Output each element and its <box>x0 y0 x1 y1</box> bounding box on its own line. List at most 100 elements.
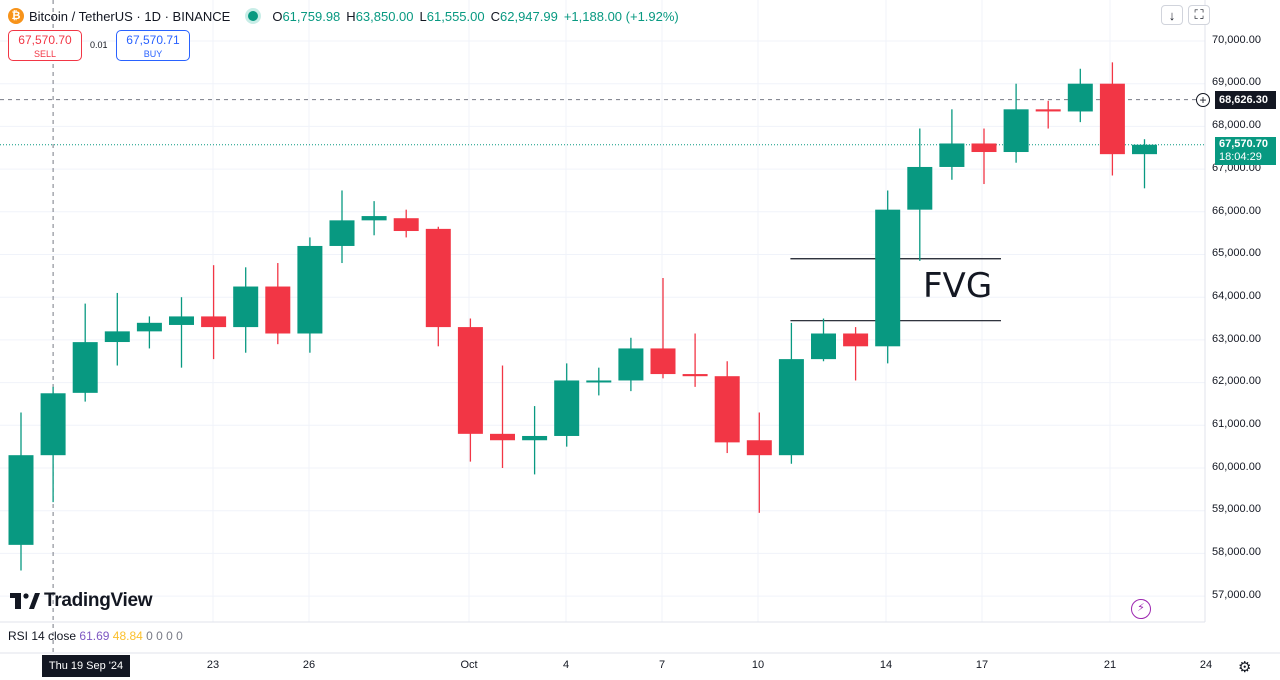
candle-body <box>746 440 772 456</box>
candle <box>811 318 836 362</box>
candle-body <box>971 143 997 153</box>
tradingview-logo-text: TradingView <box>44 590 153 611</box>
candle <box>1099 62 1125 176</box>
candle <box>361 201 387 236</box>
candle-body <box>1099 83 1125 155</box>
candle <box>329 190 355 264</box>
candle <box>72 303 98 402</box>
candle-body <box>490 433 515 441</box>
candle-body <box>201 316 227 328</box>
candle <box>586 367 612 396</box>
ohlc-low: L61,555.00 <box>419 8 485 24</box>
candles-layer <box>8 62 1157 571</box>
y-tick-label: 70,000.00 <box>1212 34 1261 46</box>
candle-body <box>233 286 259 328</box>
candle <box>40 386 66 503</box>
spread-value: 0.01 <box>90 40 108 50</box>
fullscreen-icon[interactable]: ⛶ <box>1188 5 1210 25</box>
buy-button[interactable]: 67,570.71 BUY <box>116 30 190 61</box>
candle <box>8 412 34 571</box>
candle-body <box>169 316 194 325</box>
candle-body <box>811 333 836 360</box>
candle <box>201 265 227 360</box>
y-tick-label: 65,000.00 <box>1212 247 1261 259</box>
ohlc-high: H63,850.00 <box>346 8 414 24</box>
candle <box>1132 139 1157 189</box>
y-tick-label: 69,000.00 <box>1212 76 1261 88</box>
candle-body <box>875 209 901 347</box>
candle <box>1067 68 1093 123</box>
candle <box>971 128 997 185</box>
candle <box>457 318 483 462</box>
candle-body <box>136 322 162 332</box>
candle <box>843 327 869 381</box>
candle <box>169 297 194 368</box>
plus-icon[interactable]: + <box>1196 93 1210 107</box>
bitcoin-icon: ₿ <box>8 8 24 24</box>
y-tick-label: 66,000.00 <box>1212 205 1261 217</box>
candle-body <box>425 228 451 328</box>
candle-body <box>329 220 355 246</box>
candle <box>393 209 419 238</box>
candle-body <box>393 218 419 232</box>
sell-price: 67,570.70 <box>18 33 72 47</box>
candle-body <box>586 380 612 383</box>
buy-label: BUY <box>143 49 163 59</box>
candle-body <box>265 286 291 334</box>
candle <box>104 292 130 366</box>
candle-body <box>72 342 98 393</box>
candle-body <box>1132 144 1157 155</box>
candle <box>650 277 676 379</box>
fvg-annotation[interactable]: FVG <box>923 266 993 306</box>
candle <box>1003 83 1029 163</box>
gear-icon[interactable]: ⚙ <box>1238 659 1252 676</box>
tradingview-logo-icon <box>10 593 40 609</box>
candle <box>490 365 515 468</box>
x-tick-label: 24 <box>1199 659 1213 671</box>
y-tick-label: 61,000.00 <box>1212 418 1261 430</box>
candle <box>714 361 740 454</box>
candle-body <box>104 331 130 343</box>
candle <box>554 363 580 447</box>
rsi-legend[interactable]: RSI 14 close 61.69 48.84 0 0 0 0 <box>8 629 183 643</box>
symbol-title[interactable]: Bitcoin / TetherUS · 1D · BINANCE <box>29 8 231 24</box>
candle-body <box>1067 83 1093 112</box>
candle-body <box>1035 109 1061 112</box>
candle-body <box>1003 109 1029 153</box>
candle-body <box>40 393 66 456</box>
candle <box>265 263 291 345</box>
candle <box>618 337 644 392</box>
candle-body <box>8 455 34 545</box>
candle <box>136 316 162 349</box>
candle-body <box>682 374 708 377</box>
candle-body <box>778 359 804 456</box>
candle-body <box>361 216 387 221</box>
candle-body <box>618 348 644 381</box>
crosshair-date-tag: Thu 19 Sep '24 <box>42 655 130 677</box>
ohlc-open: O61,759.98 <box>272 8 341 24</box>
last-price-tag: 67,570.70 18:04:29 <box>1215 137 1276 165</box>
x-tick-label: 26 <box>302 659 316 671</box>
y-tick-label: 57,000.00 <box>1212 589 1261 601</box>
buy-price: 67,570.71 <box>126 33 180 47</box>
candle <box>746 412 772 513</box>
ohlc-close: C62,947.99 <box>490 8 558 24</box>
candle-body <box>843 333 869 347</box>
x-tick-label: Oct <box>460 659 478 671</box>
lightning-icon[interactable]: ⚡ <box>1131 599 1151 619</box>
candle-body <box>522 435 548 441</box>
candle <box>682 333 708 387</box>
rsi-extra-values: 0 0 0 0 <box>146 629 183 643</box>
candle <box>778 322 804 464</box>
candle-body <box>907 166 933 210</box>
tradingview-logo[interactable]: TradingView <box>10 590 153 612</box>
sell-button[interactable]: 67,570.70 SELL <box>8 30 82 61</box>
x-tick-label: 17 <box>975 659 989 671</box>
candle <box>939 109 965 180</box>
x-tick-label: 7 <box>658 659 666 671</box>
symbol-legend: ₿ Bitcoin / TetherUS · 1D · BINANCE O61,… <box>8 6 679 26</box>
chart-overlays <box>0 0 1205 653</box>
y-tick-label: 59,000.00 <box>1212 503 1261 515</box>
arrow-down-icon[interactable]: ↓ <box>1161 5 1183 25</box>
